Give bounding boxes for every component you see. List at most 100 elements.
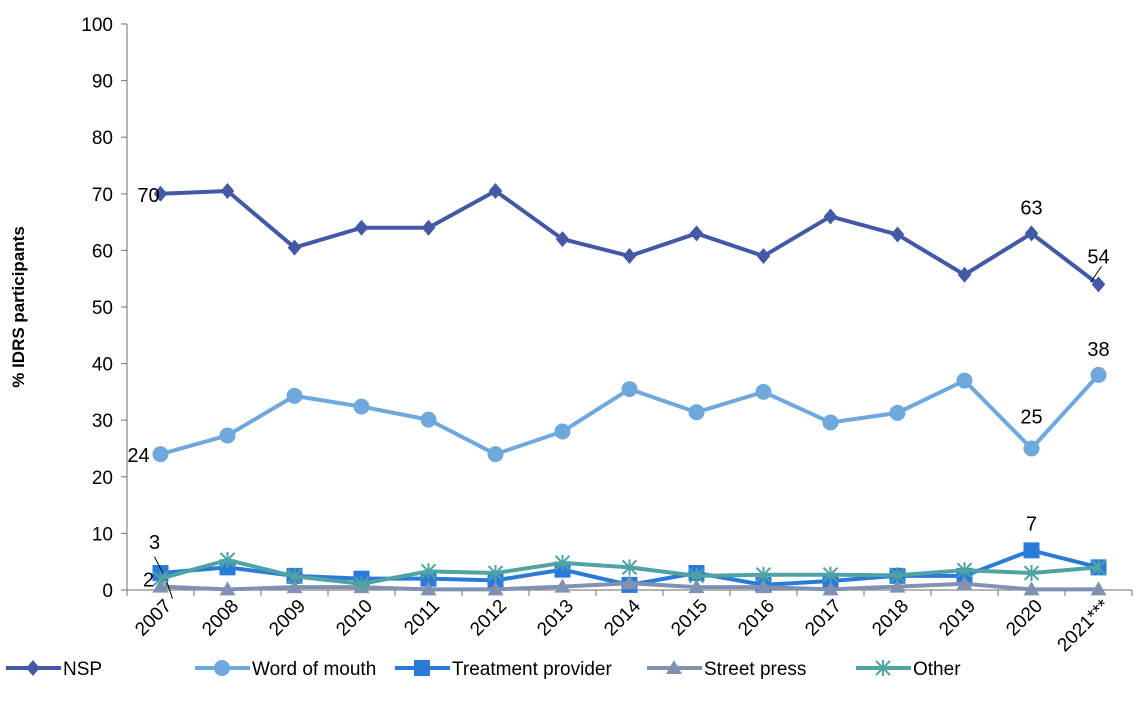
legend-label: NSP (63, 659, 102, 680)
diamond-marker (220, 182, 235, 199)
diamond-marker (1024, 225, 1039, 242)
star-marker (822, 566, 839, 583)
series-word-of-mouth (152, 366, 1107, 463)
triangle-marker (1090, 581, 1107, 596)
triangle-marker (688, 579, 705, 594)
x-tick-label: 2012 (466, 596, 511, 641)
triangle-marker (956, 575, 973, 590)
y-tick-label: 10 (92, 524, 113, 545)
circle-marker (286, 387, 303, 404)
circle-marker (487, 446, 504, 463)
triangle-marker (822, 581, 839, 596)
chart-series (152, 182, 1107, 596)
diamond-marker (1091, 276, 1106, 293)
star-marker (487, 565, 504, 582)
x-tick-label: 2016 (734, 596, 779, 641)
y-tick-label: 90 (92, 72, 113, 93)
data-label: 38 (1087, 339, 1109, 361)
x-tick-label: 2007 (131, 596, 176, 641)
x-tick-label: 2014 (600, 595, 645, 640)
circle-marker (1090, 366, 1107, 383)
data-label: 2 (143, 570, 154, 592)
star-marker (554, 554, 571, 571)
x-tick-label: 2010 (332, 596, 377, 641)
diamond-marker (488, 182, 503, 199)
star-marker (1023, 565, 1040, 582)
y-tick-label: 20 (92, 468, 113, 489)
chart-legend: NSP Word of mouth Treatment provider Street… (6, 659, 961, 680)
y-tick-label: 100 (81, 15, 113, 36)
legend-item: Word of mouth (195, 659, 376, 680)
star-marker (889, 567, 906, 584)
diamond-marker (689, 225, 704, 242)
y-tick-label: 0 (102, 581, 113, 602)
legend-label: Street press (704, 659, 806, 680)
diamond-marker (287, 239, 302, 256)
diamond-marker (26, 660, 40, 676)
x-tick-label: 2015 (667, 596, 712, 641)
square-marker (414, 660, 430, 676)
series-nsp (153, 182, 1106, 293)
y-tick-label: 70 (92, 185, 113, 206)
y-tick-label: 60 (92, 241, 113, 262)
star-marker (286, 568, 303, 585)
leader-line (166, 580, 173, 599)
series-line (160, 188, 1100, 286)
x-tick-label: 2013 (533, 596, 578, 641)
x-tick-label: 2011 (400, 596, 444, 640)
legend-label: Word of mouth (252, 659, 376, 680)
circle-marker (353, 398, 370, 415)
circle-marker (554, 423, 571, 440)
x-tick-label: 2020 (1002, 596, 1047, 641)
data-label: 54 (1087, 246, 1109, 268)
circle-marker (621, 381, 638, 398)
triangle-marker (420, 581, 437, 596)
x-tick-label: 2019 (935, 596, 980, 641)
data-labels: 70 63 54 24 25 38 3 7 2 (127, 185, 1110, 599)
x-tick-label: 2009 (265, 596, 310, 641)
x-tick-label: 2008 (198, 596, 243, 641)
diamond-marker (421, 219, 436, 236)
triangle-marker (1023, 581, 1040, 596)
star-marker (152, 570, 169, 587)
diamond-marker (957, 266, 972, 283)
x-tick-labels: 2007 2008 2009 2010 2011 2012 2013 2014 2015 2016… (131, 595, 1114, 656)
circle-marker (152, 446, 169, 463)
legend-item: NSP (6, 659, 102, 680)
data-label: 24 (127, 445, 149, 467)
star-marker (353, 575, 370, 592)
triangle-marker (889, 578, 906, 593)
circle-marker (755, 383, 772, 400)
diamond-marker (890, 226, 905, 243)
leader-line (154, 556, 163, 573)
diamond-marker (823, 208, 838, 225)
legend-item: Street press (647, 659, 806, 680)
triangle-marker (286, 579, 303, 594)
star-marker (621, 559, 638, 576)
triangle-marker (621, 575, 638, 590)
star-marker (688, 567, 705, 584)
diamond-marker (555, 231, 570, 248)
y-tick-label: 40 (92, 355, 113, 376)
circle-marker (956, 372, 973, 389)
star-marker (875, 660, 891, 676)
legend-label: Treatment provider (452, 659, 612, 680)
data-label: 25 (1020, 407, 1042, 429)
triangle-marker (666, 660, 682, 674)
x-tick-label: 2018 (868, 596, 913, 641)
circle-marker (219, 427, 236, 444)
circle-marker (1023, 440, 1040, 457)
star-marker (219, 552, 236, 569)
star-marker (956, 562, 973, 579)
leader-line (1090, 266, 1102, 283)
data-label: 7 (1026, 513, 1037, 535)
triangle-marker (755, 579, 772, 594)
triangle-marker (554, 578, 571, 593)
diamond-marker (756, 248, 771, 265)
series-other (152, 552, 1107, 592)
diamond-marker (622, 248, 637, 265)
legend-label: Other (913, 659, 961, 680)
data-label: 70 (137, 185, 159, 207)
star-marker (420, 563, 437, 580)
